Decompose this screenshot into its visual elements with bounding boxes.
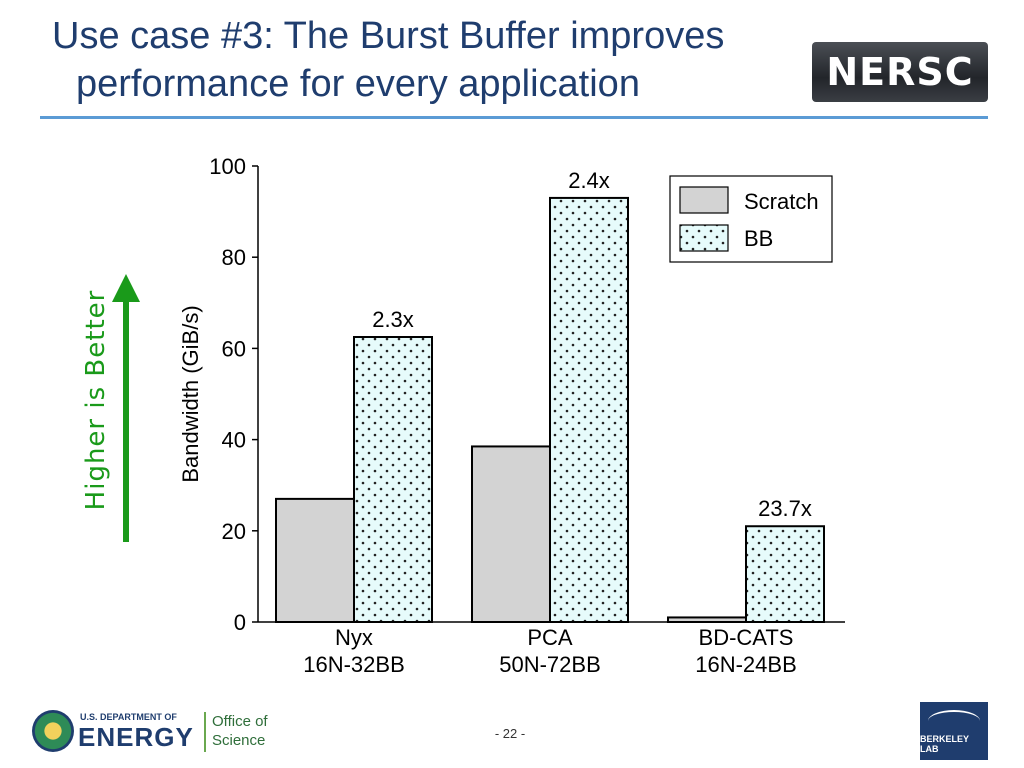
x-category-label: BD-CATS bbox=[699, 625, 794, 650]
speedup-label: 2.3x bbox=[372, 307, 414, 332]
bar-bb-pca bbox=[549, 196, 629, 623]
slide-title: Use case #3: The Burst Buffer improves p… bbox=[52, 12, 812, 108]
x-category-config-label: 16N-24BB bbox=[695, 652, 797, 677]
doe-office-text: Office of Science bbox=[212, 712, 268, 750]
y-tick-label: 20 bbox=[222, 519, 246, 544]
title-line-2: performance for every application bbox=[76, 63, 640, 105]
x-category-label: Nyx bbox=[335, 625, 373, 650]
speedup-label: 23.7x bbox=[758, 496, 812, 521]
nersc-logo: NERSC bbox=[812, 42, 988, 102]
doe-energy-text: ENERGY bbox=[78, 722, 194, 752]
legend-swatch-scratch bbox=[679, 186, 729, 214]
bar-scratch-pca bbox=[471, 445, 551, 623]
x-category-config-label: 50N-72BB bbox=[499, 652, 601, 677]
chart-legend: Scratch BB bbox=[669, 175, 833, 263]
bandwidth-chart: 0 20 40 60 80 100 Bandwidth (GiB/s) 2.3x 2.4x 2… bbox=[178, 154, 845, 677]
bar-bb-bd-cats bbox=[745, 525, 825, 623]
page-number: - 22 - bbox=[494, 726, 526, 741]
doe-office-line-1: Office of bbox=[212, 713, 268, 730]
y-axis-label: Bandwidth (GiB/s) bbox=[178, 305, 203, 482]
doe-divider bbox=[204, 712, 206, 752]
x-category-config-label: 16N-32BB bbox=[303, 652, 405, 677]
y-tick-label: 80 bbox=[222, 245, 246, 270]
title-line-1: Use case #3: The Burst Buffer improves bbox=[52, 15, 725, 57]
legend-label-bb: BB bbox=[744, 226, 773, 251]
legend-swatch-bb bbox=[679, 224, 729, 252]
y-tick-label: 60 bbox=[222, 336, 246, 361]
y-tick-label: 0 bbox=[234, 610, 246, 635]
title-divider bbox=[40, 116, 988, 119]
y-tick-label: 100 bbox=[209, 154, 246, 179]
berkeley-lab-logo: BERKELEY LAB bbox=[920, 702, 988, 760]
bar-bb-nyx bbox=[353, 336, 433, 623]
speedup-label: 2.4x bbox=[568, 168, 610, 193]
doe-department-text: U.S. DEPARTMENT OF bbox=[80, 712, 177, 722]
y-tick-label: 40 bbox=[222, 428, 246, 453]
nersc-logo-text: NERSC bbox=[826, 50, 974, 94]
berkeley-dome-icon bbox=[928, 710, 980, 732]
x-category-label: PCA bbox=[527, 625, 573, 650]
doe-office-of-science-logo: U.S. DEPARTMENT OF ENERGY Office of Scie… bbox=[32, 708, 282, 758]
legend-label-scratch: Scratch bbox=[744, 189, 819, 214]
bar-scratch-nyx bbox=[275, 497, 355, 624]
bar-scratch-bd-cats bbox=[667, 616, 747, 624]
higher-is-better-arrow-icon bbox=[112, 274, 140, 542]
doe-seal-icon bbox=[32, 710, 74, 752]
doe-office-line-2: Science bbox=[212, 732, 266, 749]
berkeley-lab-text: BERKELEY LAB bbox=[920, 734, 969, 754]
